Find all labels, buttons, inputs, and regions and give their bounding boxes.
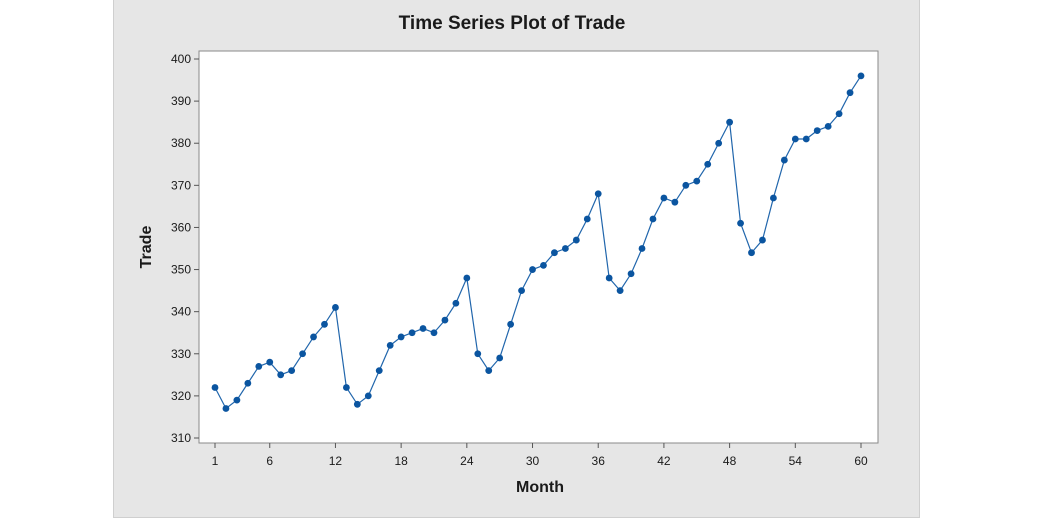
- series-markers: [211, 72, 865, 412]
- x-tick-label: 18: [394, 454, 408, 468]
- data-point: [671, 198, 679, 206]
- y-tick-label: 330: [171, 347, 191, 361]
- data-point: [321, 320, 328, 328]
- data-point: [342, 384, 350, 391]
- data-point: [496, 354, 504, 362]
- data-point: [791, 135, 799, 143]
- y-tick-label: 340: [171, 305, 191, 319]
- data-point: [638, 245, 646, 252]
- data-point: [605, 274, 613, 282]
- plot-area: [198, 50, 879, 444]
- chart-figure: Time Series Plot of Trade 310 320 330 340 35…: [113, 0, 920, 518]
- data-point: [715, 139, 723, 147]
- data-point: [485, 367, 493, 375]
- chart-title: Time Series Plot of Trade: [399, 13, 626, 34]
- data-point: [507, 320, 515, 328]
- x-tick-label: 24: [460, 454, 474, 468]
- data-point: [704, 160, 712, 168]
- x-tick-label: 48: [723, 454, 737, 468]
- data-point: [583, 215, 591, 223]
- x-axis: 1 6 12 18 24 30 36 42 48 54 60: [212, 443, 868, 468]
- y-axis: 310 320 330 340 350 360 370 380 390 400: [171, 52, 199, 445]
- data-point: [266, 358, 274, 366]
- data-point: [255, 363, 263, 370]
- data-point: [419, 325, 427, 332]
- data-point: [332, 304, 339, 311]
- data-point: [430, 329, 438, 337]
- data-point: [824, 122, 832, 130]
- data-point: [857, 72, 865, 80]
- x-tick-label: 6: [266, 454, 273, 468]
- data-point: [463, 274, 471, 282]
- data-point: [561, 245, 569, 252]
- data-point: [780, 156, 788, 164]
- x-tick-label: 42: [657, 454, 671, 468]
- y-tick-label: 380: [171, 136, 191, 150]
- data-point: [310, 333, 317, 341]
- data-point: [397, 333, 405, 341]
- data-point: [726, 118, 734, 126]
- data-point: [211, 384, 219, 391]
- y-tick-label: 350: [171, 263, 191, 277]
- data-point: [386, 341, 394, 349]
- data-point: [748, 249, 755, 257]
- data-point: [364, 392, 372, 400]
- data-point: [649, 215, 657, 223]
- chart-svg: Time Series Plot of Trade 310 320 330 340 35…: [138, 13, 879, 496]
- x-tick-label: 1: [212, 454, 219, 468]
- data-point: [616, 287, 624, 295]
- data-point: [660, 194, 668, 202]
- data-point: [277, 371, 285, 379]
- data-point: [441, 316, 449, 324]
- data-point: [770, 194, 777, 202]
- data-point: [594, 190, 602, 198]
- y-tick-label: 310: [171, 431, 191, 445]
- data-point: [474, 350, 482, 358]
- data-point: [737, 219, 744, 227]
- data-point: [244, 379, 252, 387]
- data-point: [375, 367, 383, 375]
- data-point: [288, 367, 296, 375]
- x-tick-label: 36: [592, 454, 606, 468]
- y-tick-label: 370: [171, 178, 191, 192]
- y-tick-label: 400: [171, 52, 191, 66]
- y-axis-label: Trade: [138, 226, 155, 269]
- x-tick-label: 30: [526, 454, 540, 468]
- data-point: [353, 400, 361, 408]
- data-point: [835, 110, 843, 118]
- y-tick-label: 390: [171, 94, 191, 108]
- data-point: [551, 249, 558, 257]
- data-point: [802, 135, 810, 143]
- data-point: [222, 405, 230, 412]
- x-tick-label: 60: [854, 454, 868, 468]
- y-tick-label: 320: [171, 389, 191, 403]
- data-point: [627, 270, 635, 278]
- data-point: [759, 236, 766, 244]
- data-point: [572, 236, 580, 244]
- data-point: [452, 299, 460, 307]
- data-point: [693, 177, 701, 185]
- data-point: [846, 89, 854, 97]
- data-point: [682, 181, 690, 189]
- data-point: [813, 127, 821, 134]
- x-tick-label: 12: [329, 454, 343, 468]
- data-point: [529, 266, 536, 273]
- data-point: [408, 329, 416, 337]
- data-point: [299, 350, 306, 358]
- data-point: [233, 396, 241, 404]
- x-axis-label: Month: [516, 479, 564, 496]
- data-point: [518, 287, 525, 295]
- data-point: [540, 261, 547, 269]
- y-tick-label: 360: [171, 220, 191, 234]
- x-tick-label: 54: [789, 454, 803, 468]
